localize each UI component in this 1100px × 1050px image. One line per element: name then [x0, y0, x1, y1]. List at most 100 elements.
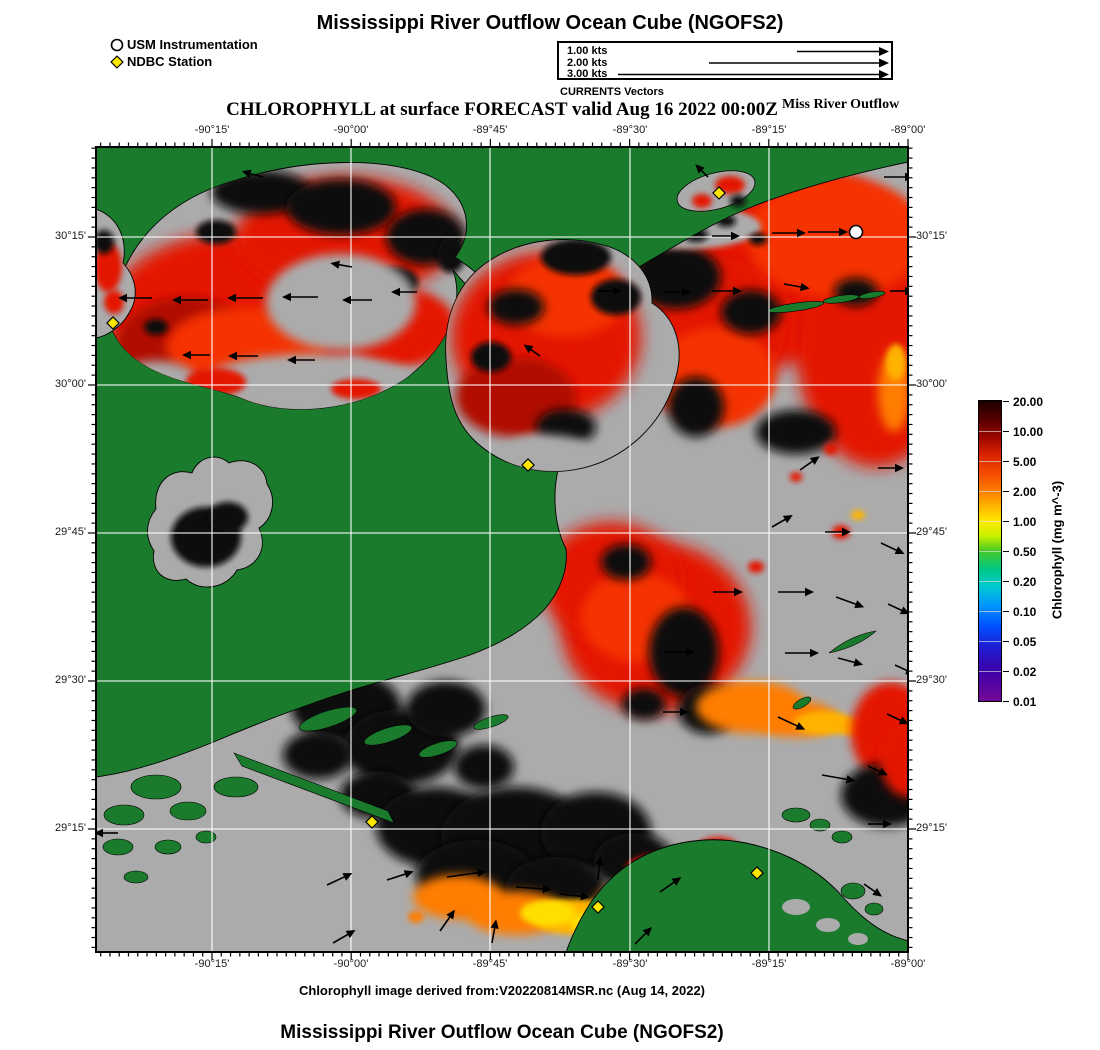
forecast-subtitle: CHLOROPHYLL at surface FORECAST valid Au…: [226, 99, 778, 120]
current-arrow: [439, 909, 455, 932]
colorbar-tick-label: 0.05: [1013, 634, 1037, 649]
current-arrow: [182, 350, 210, 360]
current-arrow: [771, 515, 793, 528]
usm-station-marker: [848, 224, 864, 240]
current-arrow: [778, 587, 814, 597]
current-arrow: [712, 231, 740, 241]
current-arrow: [172, 295, 208, 305]
kts-arrows: [618, 47, 889, 78]
current-arrow: [515, 884, 552, 894]
axis-label: 29°45': [55, 526, 86, 538]
colorbar-tick: [1003, 640, 1009, 643]
map-axes: [88, 139, 916, 960]
current-arrow: [886, 713, 908, 725]
current-arrow: [785, 648, 819, 658]
current-arrow: [287, 355, 315, 365]
colorbar-axis-label: Chlorophyll (mg m^-3): [1049, 480, 1065, 620]
colorbar-tick: [1003, 400, 1009, 403]
current-arrow: [342, 295, 372, 305]
kts-label-1: 1.00 kts: [567, 45, 608, 57]
axis-label: -89°15': [751, 124, 787, 136]
current-arrow: [783, 282, 810, 292]
axis-label: 29°15': [55, 822, 86, 834]
kts-arrow: [797, 47, 889, 56]
colorbar-tick-label: 0.50: [1013, 544, 1037, 559]
current-arrow: [118, 293, 152, 303]
colorbar-tick: [1003, 430, 1009, 433]
source-caption: Chlorophyll image derived from:V20220814…: [298, 983, 706, 998]
current-arrow: [837, 657, 864, 667]
colorbar-gradient: [978, 400, 1002, 702]
current-arrow: [880, 542, 905, 554]
current-arrow: [777, 716, 806, 730]
usm-circle-icon: [110, 38, 124, 52]
legend-markers: [110, 38, 124, 69]
current-arrow: [332, 930, 356, 944]
axis-label: 29°30': [55, 674, 86, 686]
kts-label-2: 2.00 kts: [567, 56, 608, 69]
colorbar-level-line: [979, 430, 1001, 432]
current-arrow: [821, 774, 856, 784]
chlorophyll-bloom-center: [541, 443, 908, 827]
axis-label: -89°30': [612, 124, 648, 136]
current-arrow: [867, 765, 888, 776]
current-arrow: [825, 527, 851, 537]
current-arrow: [391, 287, 417, 297]
ndbc-station-marker: [591, 900, 605, 914]
current-arrow: [490, 919, 499, 944]
current-arrow: [326, 873, 353, 886]
colorbar-tick: [1003, 670, 1009, 673]
kts-arrow: [709, 58, 889, 68]
barrier-islands: [767, 290, 886, 710]
current-arrow: [595, 856, 604, 881]
current-arrow: [799, 456, 820, 471]
page-title: Mississippi River Outflow Ocean Cube (NG…: [316, 12, 784, 34]
axis-label: -89°45': [472, 124, 508, 136]
current-arrow: [713, 587, 743, 597]
axis-label: 30°00': [55, 378, 86, 390]
colorbar-tick: [1003, 580, 1009, 583]
current-arrow: [598, 286, 622, 296]
footer-title: Mississippi River Outflow Ocean Cube (NG…: [280, 1022, 724, 1043]
ndbc-station-marker: [521, 458, 535, 472]
current-arrow: [523, 344, 541, 357]
forecast-map: [88, 139, 916, 960]
current-arrow: [878, 463, 904, 473]
colorbar-tick-label: 0.02: [1013, 664, 1037, 679]
colorbar-tick-label: 20.00: [1013, 394, 1044, 409]
current-arrow: [695, 164, 709, 178]
current-arrow: [634, 927, 652, 945]
kts-arrow: [618, 70, 889, 78]
ndbc-diamond-icon: [110, 55, 124, 69]
outflow-label: Miss River Outflow: [782, 97, 900, 112]
colorbar-level-line: [979, 460, 1001, 462]
current-arrow: [868, 819, 892, 829]
map-overlays: [96, 147, 908, 952]
current-arrow: [386, 870, 414, 881]
current-arrow: [835, 596, 865, 609]
axis-label: -90°15': [194, 124, 230, 136]
current-arrow: [665, 647, 695, 657]
colorbar-tick: [1003, 550, 1009, 553]
colorbar-tick: [1003, 520, 1009, 523]
ndbc-station-marker: [106, 316, 120, 330]
current-arrow: [282, 292, 318, 302]
colorbar-tick: [1003, 490, 1009, 493]
colorbar-tick-label: 0.01: [1013, 694, 1037, 709]
current-arrow: [663, 707, 689, 717]
colorbar-level-line: [979, 640, 1001, 642]
current-arrow: [330, 260, 353, 269]
west-inlet: [96, 208, 136, 339]
colorbar-level-line: [979, 550, 1001, 552]
axis-label: -90°00': [333, 124, 369, 136]
colorbar-level-line: [979, 580, 1001, 582]
colorbar-tick: [1003, 460, 1009, 463]
current-arrow: [712, 286, 742, 296]
inland-lake: [147, 456, 274, 588]
current-arrow: [96, 828, 118, 838]
colorbar-tick: [1003, 700, 1009, 703]
axis-label: -89°00': [890, 124, 926, 136]
colorbar-tick-label: 0.10: [1013, 604, 1037, 619]
colorbar-tick-label: 0.20: [1013, 574, 1037, 589]
